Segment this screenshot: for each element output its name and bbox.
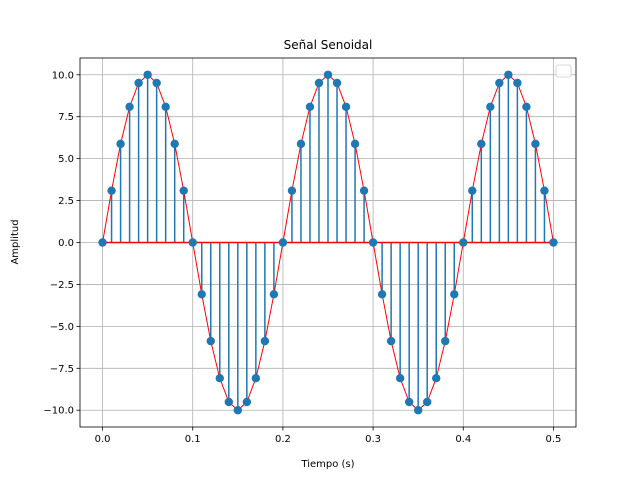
- stem-marker: [323, 70, 333, 79]
- y-axis-label: Amplitud: [10, 219, 21, 264]
- stem-marker: [188, 238, 197, 247]
- y-tick-label: 5.0: [58, 154, 74, 165]
- stem-marker: [459, 238, 468, 247]
- y-tick-label: 2.5: [58, 196, 74, 207]
- legend-box: [555, 64, 572, 78]
- stem-marker: [522, 102, 531, 112]
- stem-marker: [377, 290, 387, 299]
- stem-marker: [134, 78, 143, 88]
- stem-marker: [432, 373, 441, 383]
- stem-marker: [404, 397, 414, 407]
- plot-area: [98, 70, 558, 415]
- stem-marker: [531, 139, 540, 149]
- stem-marker: [170, 139, 179, 149]
- stem-marker: [305, 102, 315, 112]
- stem-marker: [468, 186, 477, 195]
- stem-marker: [513, 78, 522, 88]
- x-tick-label: 0.5: [546, 434, 562, 445]
- stem-marker: [179, 186, 188, 195]
- x-tick-label: 0.3: [365, 434, 381, 445]
- stem-marker: [143, 70, 152, 79]
- stem-marker: [477, 139, 486, 149]
- x-tick-label: 0.4: [455, 434, 471, 445]
- stem-marker: [206, 336, 215, 346]
- stem-marker: [350, 139, 360, 149]
- stem-marker: [486, 102, 495, 112]
- stem-marker: [395, 373, 405, 383]
- y-tick-label: 10.0: [52, 70, 74, 81]
- y-tick-label: −7.5: [50, 364, 74, 375]
- stem-marker: [152, 78, 161, 88]
- stem-marker: [125, 102, 134, 112]
- stem-marker: [359, 186, 369, 195]
- axis-ticks: 0.0 0.1 0.2 0.3 0.4 0.5 10.0 7.5 5.0 2.5 0.0 −2.5 −5…: [43, 70, 561, 445]
- stem-marker: [332, 78, 342, 88]
- stem-marker: [504, 70, 513, 79]
- stem-marker: [260, 336, 270, 346]
- y-tick-label: −2.5: [50, 280, 74, 291]
- stem-marker: [314, 78, 324, 88]
- stem-marker: [278, 238, 288, 247]
- stem-marker: [495, 78, 504, 88]
- stem-marker: [296, 139, 306, 149]
- stem-marker: [423, 397, 432, 407]
- stem-marker: [341, 102, 351, 112]
- stem-marker: [269, 290, 279, 299]
- stem-marker: [287, 186, 297, 195]
- y-tick-label: −10.0: [43, 406, 74, 417]
- stem-marker: [549, 238, 558, 247]
- stem-marker: [540, 186, 549, 195]
- stem-marker: [224, 397, 233, 407]
- y-tick-label: −5.0: [50, 322, 74, 333]
- y-tick-label: 7.5: [58, 112, 74, 123]
- stem-marker: [450, 290, 459, 299]
- stem-marker: [413, 406, 423, 415]
- stem-marker: [161, 102, 170, 112]
- y-tick-label: 0.0: [58, 238, 74, 249]
- chart-title: Señal Senoidal: [284, 38, 373, 52]
- legend: [555, 64, 572, 78]
- stem-marker: [116, 139, 125, 149]
- stem-marker: [368, 238, 378, 247]
- stem-marker: [242, 397, 252, 407]
- stem-marker: [107, 186, 116, 195]
- stem-marker: [386, 336, 396, 346]
- stem-marker: [215, 373, 224, 383]
- x-tick-label: 0.0: [95, 434, 111, 445]
- stem-marker: [197, 290, 206, 299]
- x-tick-label: 0.1: [185, 434, 201, 445]
- stem-marker: [251, 373, 261, 383]
- stem-marker: [441, 336, 450, 346]
- x-tick-label: 0.2: [275, 434, 291, 445]
- stem-marker: [233, 406, 243, 415]
- x-axis-label: Tiempo (s): [300, 459, 354, 470]
- stem-marker: [98, 238, 107, 247]
